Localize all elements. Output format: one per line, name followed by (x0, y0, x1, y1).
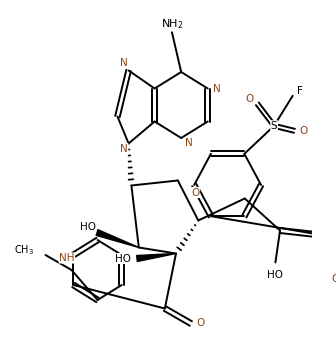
Text: O: O (196, 319, 204, 329)
Text: NH: NH (59, 253, 75, 263)
Text: CH$_3$: CH$_3$ (14, 243, 34, 257)
Text: NH$_2$: NH$_2$ (161, 17, 183, 31)
Text: N: N (185, 138, 193, 148)
Text: O: O (192, 188, 200, 198)
Text: HO: HO (267, 269, 283, 280)
Text: N: N (213, 84, 221, 93)
Text: S: S (271, 121, 278, 131)
Text: N: N (120, 57, 128, 68)
Text: HO: HO (115, 253, 131, 263)
Text: F: F (297, 86, 303, 96)
Text: N: N (120, 143, 128, 154)
Text: O: O (300, 126, 308, 136)
Text: O: O (246, 94, 254, 104)
Polygon shape (96, 230, 139, 247)
Polygon shape (137, 253, 176, 262)
Text: O: O (332, 274, 336, 285)
Text: HO: HO (80, 223, 96, 233)
